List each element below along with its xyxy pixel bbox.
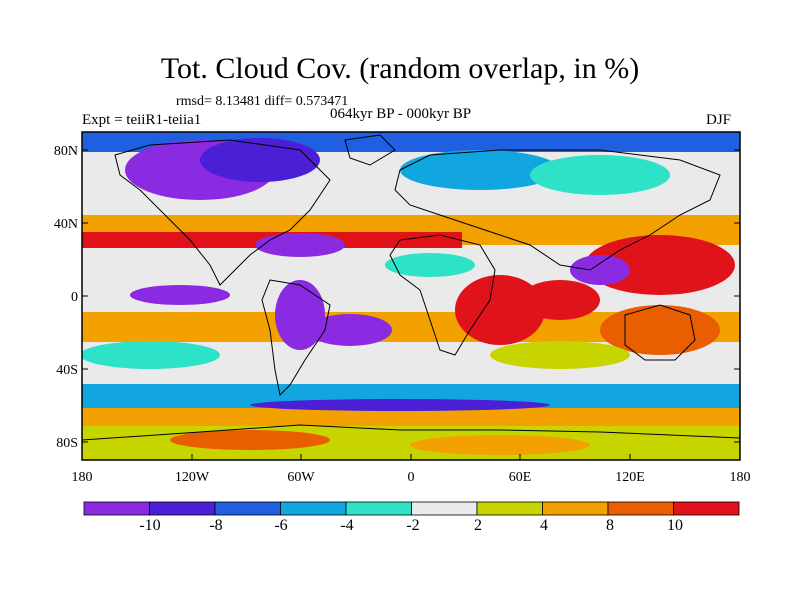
blob-antarctica-pos-2 xyxy=(410,435,590,455)
blob-antarctica-pos xyxy=(170,430,330,450)
colorbar-swatch xyxy=(607,501,674,516)
blob-south-pacific-weak xyxy=(82,341,220,369)
blob-indian-pos xyxy=(520,280,600,320)
blob-west-pacific-pos xyxy=(585,235,735,295)
colorbar-label: 2 xyxy=(474,517,482,534)
colorbar-swatch xyxy=(411,501,478,516)
colorbar-label: 8 xyxy=(606,517,614,534)
lat-tick-label: 80S xyxy=(56,436,78,451)
coastlines xyxy=(82,134,740,441)
lon-tick-label: 60W xyxy=(287,470,315,485)
coast-australia xyxy=(624,304,696,361)
colorbar-label: -10 xyxy=(139,517,160,534)
lon-tick-labels: 180 120W 60W 0 60E 120E 180 xyxy=(72,470,751,485)
coast-eurasia xyxy=(394,149,721,271)
tick-marks xyxy=(81,149,741,460)
lon-tick-label: 180 xyxy=(730,470,751,485)
colorbar-swatch xyxy=(280,501,347,516)
colorbar-label: -4 xyxy=(340,517,353,534)
coast-africa xyxy=(389,234,496,356)
lon-tick-label: 180 xyxy=(72,470,93,485)
colorbar-swatch xyxy=(345,501,412,516)
lon-tick-label: 120W xyxy=(175,470,210,485)
lat-tick-label: 0 xyxy=(71,290,78,305)
period-label: 064kyr BP - 000kyr BP xyxy=(330,106,472,122)
colorbar-swatch xyxy=(214,501,281,516)
colorbar-swatch xyxy=(542,501,609,516)
coast-north-america xyxy=(114,139,331,286)
colorbar-label: -6 xyxy=(274,517,287,534)
experiment-label: Expt = teiiR1-teiia1 xyxy=(82,112,202,128)
blob-south-indian-weak xyxy=(490,341,630,369)
stats-label: rmsd= 8.13481 diff= 0.573471 xyxy=(176,94,349,109)
blob-asia-neg xyxy=(570,255,630,285)
colorbar-label: 10 xyxy=(667,517,683,534)
lon-tick-label: 60E xyxy=(509,470,532,485)
coast-greenland xyxy=(344,134,396,166)
coast-south-america xyxy=(261,279,331,397)
colorbar-swatch xyxy=(476,501,543,516)
blob-sahara-weak xyxy=(385,253,475,277)
colorbar-swatch xyxy=(149,501,216,516)
lat-tick-labels: 80N 40N 0 40S 80S xyxy=(54,144,78,451)
colorbar-swatch xyxy=(83,501,150,516)
colorbar xyxy=(83,501,740,516)
season-label: DJF xyxy=(706,112,732,128)
lon-tick-label: 0 xyxy=(408,470,415,485)
lon-tick-label: 120E xyxy=(615,470,645,485)
colorbar-label: -2 xyxy=(406,517,419,534)
blob-eurasia-neg xyxy=(400,150,560,190)
colorbar-label: -8 xyxy=(209,517,222,534)
blob-africa-pos xyxy=(455,275,545,345)
colorbar-swatch xyxy=(673,501,740,516)
blob-atlantic-neg xyxy=(255,233,345,257)
map-field xyxy=(82,132,740,460)
blob-south-america-neg xyxy=(275,280,325,350)
lat-tick-label: 40S xyxy=(56,363,78,378)
colorbar-label: 4 xyxy=(540,517,548,534)
lat-tick-label: 80N xyxy=(54,144,78,159)
blob-siberia-neg xyxy=(530,155,670,195)
blob-southern-strong-neg xyxy=(250,399,550,411)
blob-pacific-eq-neg xyxy=(130,285,230,305)
lat-tick-label: 40N xyxy=(54,217,78,232)
coast-antarctica xyxy=(82,424,740,441)
colorbar-labels: -10 -8 -6 -4 -2 2 4 8 10 xyxy=(139,517,683,534)
band-antarctic-coast xyxy=(82,408,740,426)
blob-south-atlantic-neg xyxy=(308,314,392,346)
map-title: Tot. Cloud Cov. (random overlap, in %) xyxy=(160,52,640,85)
